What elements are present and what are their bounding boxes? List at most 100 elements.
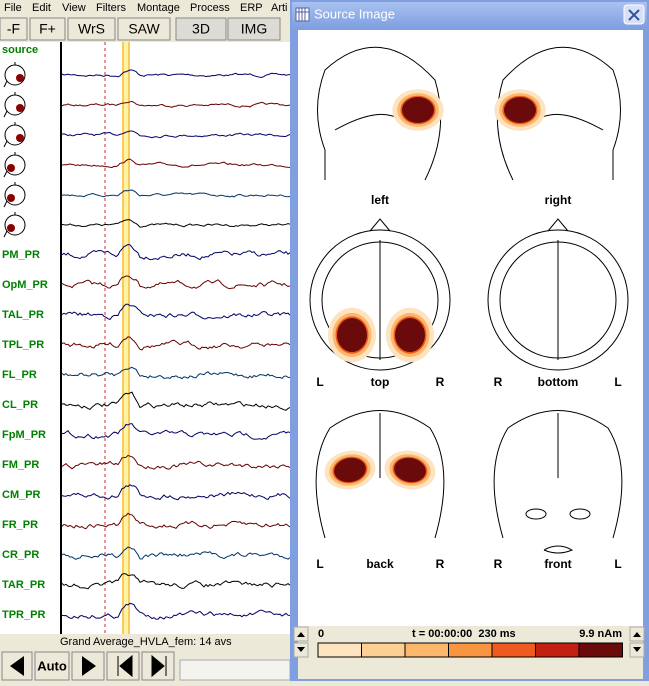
source-icon-stem: [3, 212, 16, 238]
view-label: top: [371, 375, 390, 389]
view-label: front: [544, 557, 571, 571]
arrow: [633, 632, 641, 637]
head-outline: [317, 46, 442, 181]
source-dot: [16, 74, 24, 82]
colorbar-time: t = 00:00:00 230 ms: [412, 628, 516, 640]
channel-label: PM_PR: [2, 249, 40, 261]
channel-label: CR_PR: [2, 549, 39, 561]
toolbar-button[interactable]: [67, 17, 116, 41]
activation: [394, 457, 426, 483]
source-icon-stem: [3, 182, 16, 208]
toolbar-label: SAW: [128, 21, 160, 37]
menu-item[interactable]: Edit: [32, 2, 51, 14]
auto-button[interactable]: [34, 651, 70, 681]
eeg-trace: [61, 189, 290, 198]
toolbar-label: 3D: [192, 21, 210, 37]
colorbar-segment: [491, 642, 536, 658]
colorbar-segment: [448, 642, 493, 658]
source-icon-stem: [3, 122, 16, 148]
toolbar-label: -F: [7, 21, 20, 37]
toolbar-button[interactable]: [227, 17, 281, 41]
arrow: [117, 654, 133, 678]
colorbar-segment: [317, 642, 362, 658]
eeg-trace: [61, 158, 290, 169]
menu-bar: [0, 0, 290, 16]
toolbar-button[interactable]: [29, 17, 66, 41]
eye: [525, 508, 547, 520]
toolbar-button[interactable]: [117, 17, 171, 41]
source-icon-stem: [3, 62, 16, 88]
side-label: L: [316, 375, 323, 389]
brain: [321, 241, 439, 359]
eeg-trace: [61, 512, 290, 530]
activation: [504, 97, 536, 123]
eeg-trace: [61, 602, 290, 620]
channel-label: CL_PR: [2, 399, 38, 411]
channel-label: TPL_PR: [2, 339, 44, 351]
view-label: bottom: [538, 375, 579, 389]
menu-item[interactable]: Arti: [271, 2, 288, 14]
channel-label: FL_PR: [2, 369, 37, 381]
toolbar-label: F+: [39, 21, 56, 37]
arrow: [151, 654, 167, 678]
channel-label: FM_PR: [2, 459, 39, 471]
menu-item[interactable]: Process: [190, 2, 230, 14]
auto-label: Auto: [37, 658, 67, 673]
source-dot: [16, 134, 24, 142]
eeg-trace: [61, 366, 290, 380]
menu-item[interactable]: Filters: [96, 2, 126, 14]
colorbar-segment: [535, 642, 580, 658]
head-outline: [487, 229, 629, 371]
eeg-trace: [61, 219, 290, 228]
activation: [402, 97, 434, 123]
eeg-trace: [61, 100, 290, 108]
eeg-trace: [61, 275, 290, 290]
window-icon-grid: [296, 8, 309, 21]
arrow: [297, 647, 305, 652]
source-icon: [4, 184, 26, 206]
prev-button[interactable]: [1, 651, 33, 681]
eeg-trace: [61, 454, 290, 470]
view-label: back: [366, 557, 394, 571]
channel-label: FR_PR: [2, 519, 38, 531]
eeg-trace: [61, 69, 290, 78]
eeg-trace: [61, 391, 290, 411]
eeg-trace: [61, 130, 290, 139]
eeg-panel: File Edit View Filters Montage Process ERP Arti…: [0, 0, 290, 681]
side-label: R: [494, 557, 503, 571]
head-outline: [309, 229, 451, 371]
menu-item[interactable]: View: [62, 2, 86, 14]
side-label: R: [436, 557, 445, 571]
toolbar-button[interactable]: [175, 17, 227, 41]
slider[interactable]: [179, 659, 290, 681]
eeg-trace: [61, 573, 290, 590]
channel-label: CM_PR: [2, 489, 41, 501]
view-label: right: [545, 193, 572, 207]
menu-item[interactable]: ERP: [240, 2, 263, 14]
source-icon-stem: [3, 152, 16, 178]
side-label: R: [494, 375, 503, 389]
source-icon: [4, 214, 26, 236]
head-outline: [496, 46, 621, 181]
eye: [569, 508, 591, 520]
activation: [395, 318, 425, 352]
channel-label: FpM_PR: [2, 429, 46, 441]
status-text: Grand Average_HVLA_fem: 14 avs: [60, 636, 232, 648]
toolbar-button[interactable]: [0, 17, 28, 41]
cursor-band: [122, 42, 130, 634]
menu-item[interactable]: File: [4, 2, 22, 14]
arrow: [10, 656, 24, 676]
toolbar-label: IMG: [241, 21, 267, 37]
eeg-trace: [61, 303, 290, 321]
menu-item[interactable]: Montage: [137, 2, 180, 14]
arrow: [82, 656, 96, 676]
source-icon: [4, 154, 26, 176]
eeg-trace: [61, 484, 290, 501]
close-icon: [628, 9, 640, 21]
brain: [499, 241, 617, 359]
panel-bg: [0, 0, 290, 681]
colorbar-segment: [404, 642, 449, 658]
head-outline: [493, 410, 623, 539]
